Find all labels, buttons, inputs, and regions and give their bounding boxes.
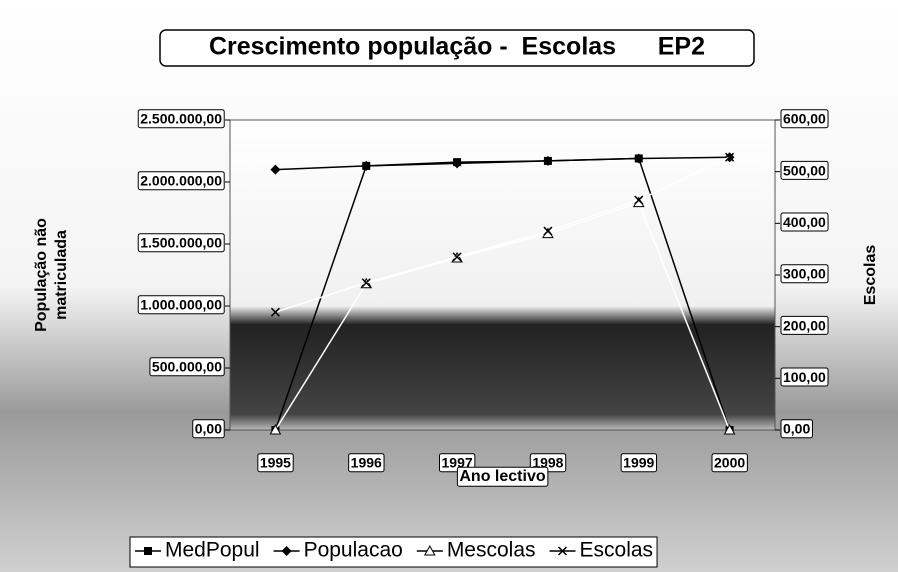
plot-area — [229, 119, 776, 431]
marker — [634, 195, 644, 205]
y-tick-label: 500.000,00 — [152, 359, 222, 375]
y2-tick-label: 600,00 — [783, 111, 826, 127]
y-tick-label-box — [192, 419, 225, 439]
y2-tick-label-box — [780, 160, 829, 180]
marker — [270, 307, 280, 317]
y2-axis-label: Escolas — [862, 245, 879, 306]
x-tick-label-box — [348, 453, 385, 473]
y2-tick-label: 200,00 — [783, 317, 826, 333]
y2-tick-label-box — [780, 367, 829, 387]
marker — [144, 547, 152, 555]
y-axis-label-line: População não — [33, 218, 50, 332]
marker — [269, 423, 282, 435]
x-tick-label: 1995 — [260, 455, 291, 471]
x-tick-label-box — [711, 453, 748, 473]
y-tick-label: 1.500.000,00 — [140, 235, 222, 251]
y2-tick-label: 0,00 — [783, 421, 810, 437]
x-tick-label: 2000 — [714, 455, 745, 471]
x-axis-label-box — [456, 466, 549, 487]
legend-box — [129, 536, 658, 568]
y2-tick-label-box — [780, 419, 813, 439]
chart-title: Crescimento população - Escolas EP2 — [209, 33, 705, 61]
marker — [452, 252, 462, 262]
x-axis-label: Ano lectivo — [459, 468, 545, 485]
y2-tick-label: 500,00 — [783, 162, 826, 178]
marker — [423, 544, 436, 556]
x-tick-label: 1998 — [532, 455, 563, 471]
y-tick-label-box — [137, 295, 225, 315]
marker — [361, 160, 372, 171]
y-axis-label-line: matriculada — [53, 230, 70, 320]
marker — [543, 226, 553, 236]
x-tick-label: 1999 — [623, 455, 654, 471]
marker — [281, 546, 292, 556]
y-tick-label: 0,00 — [195, 421, 222, 437]
y2-tick-label-box — [780, 109, 829, 129]
y-tick-label-box — [137, 171, 225, 191]
x-tick-label: 1997 — [442, 455, 473, 471]
y-tick-label-box — [149, 357, 225, 377]
marker — [633, 153, 644, 164]
y2-tick-label-box — [780, 315, 829, 335]
legend-label: Populacao — [304, 539, 403, 562]
marker — [270, 164, 281, 175]
title-box — [159, 29, 755, 67]
legend-label: Escolas — [580, 539, 654, 562]
x-tick-label-box — [257, 453, 294, 473]
x-tick-label-box — [620, 453, 658, 473]
y-tick-label-box — [137, 233, 225, 253]
marker — [361, 278, 371, 288]
legend-label: Mescolas — [447, 539, 536, 562]
series-line — [275, 156, 730, 171]
y-tick-label: 2.000.000,00 — [140, 173, 222, 189]
y2-tick-label: 300,00 — [783, 266, 826, 282]
y-axis-label: População não matriculada — [33, 218, 70, 332]
marker — [542, 155, 553, 166]
marker — [723, 423, 736, 435]
y2-tick-label-box — [780, 212, 829, 232]
y2-tick-label: 400,00 — [783, 214, 826, 230]
marker — [725, 152, 735, 162]
series-line — [274, 201, 731, 431]
legend-label: MedPopul — [165, 539, 260, 562]
x-tick-label: 1996 — [351, 455, 382, 471]
marker — [557, 546, 568, 556]
marker — [452, 158, 463, 169]
y-tick-label: 1.000.000,00 — [140, 297, 222, 313]
y-tick-label-box — [137, 109, 225, 129]
y2-tick-label: 100,00 — [783, 369, 826, 385]
series-line — [275, 156, 730, 313]
y2-tick-label-box — [780, 264, 829, 284]
y-tick-label: 2.500.000,00 — [140, 111, 222, 127]
